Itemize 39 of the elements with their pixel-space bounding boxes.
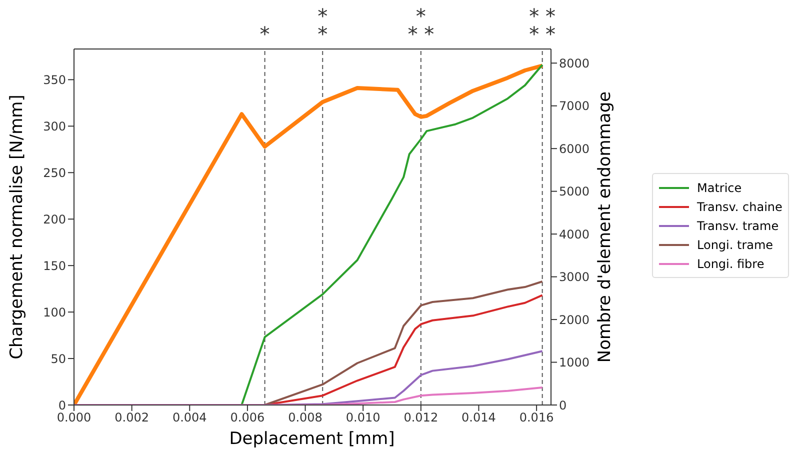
y-tick-label: 0 bbox=[58, 398, 66, 412]
y2-tick-label: 3000 bbox=[559, 270, 590, 284]
y2-tick-label: 7000 bbox=[559, 99, 590, 114]
y-tick-label: 50 bbox=[50, 352, 66, 366]
y-tick-label: 250 bbox=[43, 166, 66, 180]
x-tick-label: 0.002 bbox=[114, 410, 149, 425]
y-tick-label: 300 bbox=[43, 119, 66, 134]
ref-line-label: * bbox=[260, 22, 270, 46]
y-tick-label: 200 bbox=[43, 212, 66, 226]
x-tick-label: 0.008 bbox=[288, 410, 322, 425]
line-series bbox=[74, 386, 544, 405]
x-tick-label: 0.012 bbox=[404, 410, 438, 425]
ref-line-label: * * * bbox=[408, 4, 434, 46]
y2-tick-label: 1000 bbox=[559, 356, 590, 370]
y-axis-title: Chargement normalise [N/mm] bbox=[7, 94, 27, 360]
x-tick-label: 0.014 bbox=[462, 410, 496, 425]
legend-label: Transv. trame bbox=[697, 218, 779, 232]
legend-label: Longi. fibre bbox=[697, 256, 764, 270]
legend-label: Matrice bbox=[697, 180, 742, 194]
y-tick-label: 350 bbox=[43, 72, 66, 87]
x-tick-label: 0.016 bbox=[519, 410, 554, 425]
x-tick-label: 0.010 bbox=[346, 410, 380, 425]
y-tick-label: 100 bbox=[43, 305, 66, 320]
y2-tick-label: 8000 bbox=[559, 56, 590, 70]
x-axis-title: Deplacement [mm] bbox=[229, 429, 395, 449]
ref-line-label: * * bbox=[318, 4, 328, 46]
x-tick-label: 0.000 bbox=[56, 410, 92, 425]
y2-tick-label: 4000 bbox=[559, 227, 590, 242]
x-tick-label: 0.004 bbox=[172, 410, 207, 425]
legend-label: Transv. chaine bbox=[697, 200, 782, 214]
y2-tick-label: 2000 bbox=[559, 312, 590, 327]
ref-line-label: * * * * bbox=[529, 4, 556, 46]
legend-label: Longi. trame bbox=[697, 238, 774, 252]
y2-tick-label: 5000 bbox=[559, 184, 590, 199]
y2-tick-label: 0 bbox=[559, 398, 567, 412]
y2-axis-title: Nombre d'element endommage bbox=[595, 91, 615, 363]
y-tick-label: 150 bbox=[43, 258, 66, 273]
y2-tick-label: 6000 bbox=[559, 142, 590, 156]
x-tick-label: 0.006 bbox=[230, 410, 265, 425]
